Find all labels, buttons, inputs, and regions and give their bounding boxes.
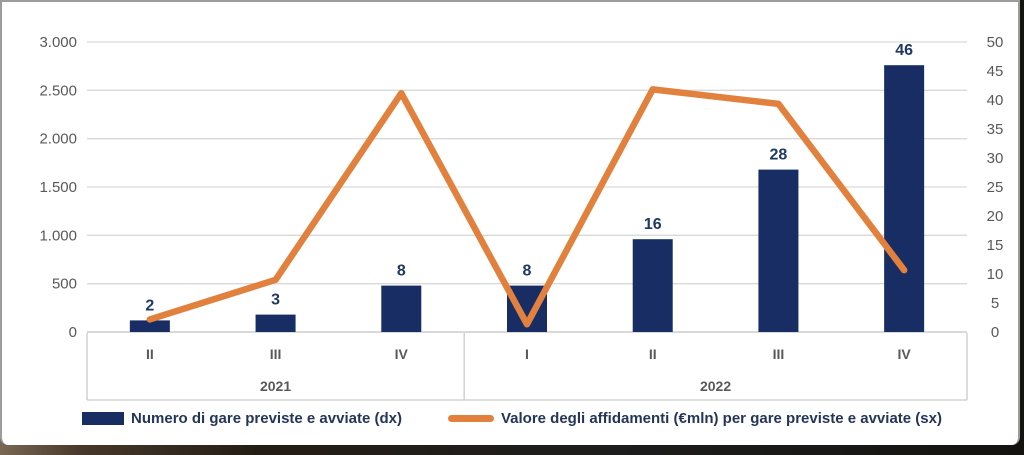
right-axis-tick-label: 35 — [987, 121, 1004, 138]
legend-item-bar: Numero di gare previste e avviate (dx) — [82, 410, 402, 427]
right-axis-tick-label: 50 — [987, 34, 1004, 51]
bar-data-label: 46 — [895, 42, 913, 59]
bar-series-swatch-icon — [82, 412, 125, 425]
bar-data-label: 2 — [145, 297, 154, 314]
category-label: II — [649, 346, 657, 362]
bar-data-label: 16 — [644, 216, 662, 233]
value-line — [146, 86, 908, 328]
legend-label: Valore degli affidamenti (€mln) per gare… — [500, 410, 942, 427]
line-series-swatch-icon — [447, 415, 494, 422]
bar — [129, 320, 170, 332]
left-axis-tick-label: 3.000 — [39, 34, 77, 51]
left-axis-tick-label: 2.500 — [39, 82, 77, 99]
left-axis-tick-label: 1.000 — [39, 227, 77, 244]
chart-legend: Numero di gare previste e avviate (dx) Va… — [2, 410, 1022, 427]
category-label: IV — [898, 346, 912, 362]
bar-data-label: 3 — [271, 292, 280, 309]
category-label: II — [146, 346, 154, 362]
left-axis-tick-label: 2.000 — [39, 131, 77, 148]
right-axis-tick-label: 10 — [987, 266, 1004, 283]
combo-chart: 0 500 1.000 1.500 2.000 2.500 3.000 0 5 10 15 20 25 3… — [39, 34, 1004, 401]
bar — [381, 285, 422, 332]
bar — [632, 239, 673, 332]
category-label: IV — [395, 346, 409, 362]
category-label: I — [525, 346, 529, 362]
right-axis-tick-label: 45 — [987, 63, 1004, 80]
bar — [884, 65, 925, 332]
left-axis-tick-label: 500 — [52, 276, 77, 293]
bar-data-label: 8 — [523, 263, 532, 280]
right-axis-tick-label: 15 — [987, 237, 1004, 254]
category-label: III — [773, 346, 785, 362]
legend-item-line: Valore degli affidamenti (€mln) per gare… — [447, 410, 942, 427]
category-group-label: 2022 — [700, 378, 731, 394]
left-axis-tick-label: 0 — [69, 324, 77, 341]
category-label: III — [270, 346, 282, 362]
left-axis-tick-label: 1.500 — [39, 179, 77, 196]
bar — [758, 169, 799, 332]
right-axis-tick-label: 30 — [987, 150, 1004, 167]
category-group-label: 2021 — [260, 378, 291, 394]
bar-data-label: 8 — [397, 263, 406, 280]
right-axis-tick-label: 0 — [991, 324, 999, 341]
bar — [255, 314, 296, 332]
right-axis-tick-label: 5 — [991, 295, 999, 312]
legend-label: Numero di gare previste e avviate (dx) — [131, 410, 402, 427]
chart-card: 0 500 1.000 1.500 2.000 2.500 3.000 0 5 10 15 20 25 3… — [0, 0, 1020, 445]
bar-data-label: 28 — [770, 147, 788, 164]
right-axis-tick-label: 25 — [987, 179, 1004, 196]
right-axis-tick-label: 20 — [987, 208, 1004, 225]
right-axis-tick-label: 40 — [987, 92, 1004, 109]
